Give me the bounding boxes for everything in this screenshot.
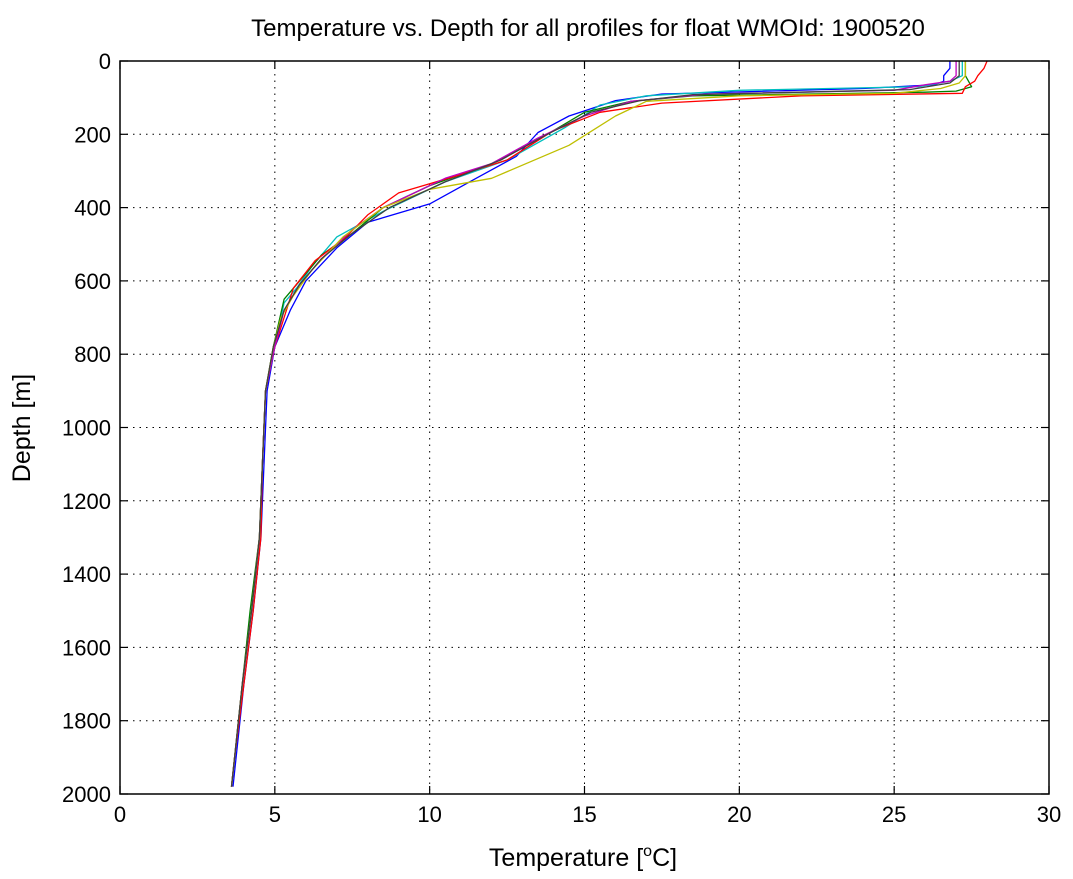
axis-ticks: [119, 60, 1050, 795]
x-axis-label-main: Temperature [: [489, 844, 643, 872]
y-tick-label: 600: [74, 269, 111, 294]
grid: [120, 61, 1049, 794]
x-axis-label-unit: C]: [652, 844, 677, 872]
y-tick-label: 200: [74, 122, 111, 147]
y-tick-label: 2000: [62, 782, 111, 807]
y-tick-label: 400: [74, 196, 111, 221]
x-tick-label: 5: [269, 802, 281, 827]
x-tick-label: 15: [572, 802, 596, 827]
profile-line-7: [230, 61, 960, 787]
x-axis-label-superscript: o: [643, 843, 652, 860]
y-axis-label: Depth [m]: [8, 374, 36, 482]
y-tick-label: 1000: [62, 416, 111, 441]
profile-line-4: [230, 60, 988, 787]
x-axis-label: Temperature [oC]: [489, 843, 677, 872]
y-tick-label: 0: [99, 49, 111, 74]
y-tick-label: 1600: [62, 635, 111, 660]
x-axis-tick-labels: 0 5 10 15 20 25 30: [114, 802, 1061, 827]
y-tick-label: 1200: [62, 489, 111, 514]
x-tick-label: 25: [882, 802, 906, 827]
y-tick-label: 1400: [62, 562, 111, 587]
x-tick-label: 0: [114, 802, 126, 827]
x-tick-label: 20: [727, 802, 751, 827]
x-tick-label: 10: [417, 802, 441, 827]
chart-title: Temperature vs. Depth for all profiles f…: [251, 15, 925, 42]
x-tick-label: 30: [1037, 802, 1061, 827]
y-tick-label: 800: [74, 342, 111, 367]
y-tick-label: 1800: [62, 709, 111, 734]
series-lines: [230, 60, 988, 787]
y-axis-tick-labels: 0 200 400 600 800 1000 1200 1400 1600 1800 2000: [62, 49, 111, 807]
